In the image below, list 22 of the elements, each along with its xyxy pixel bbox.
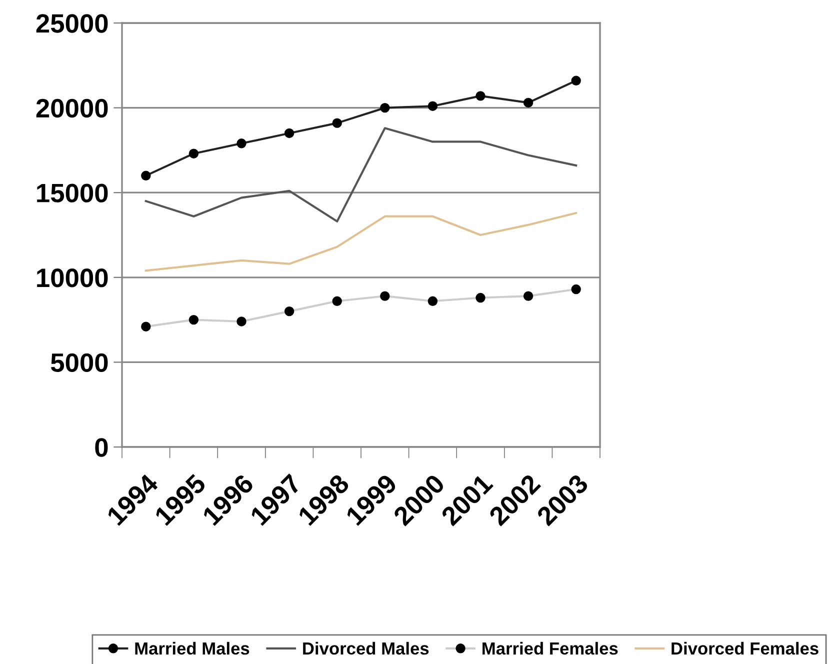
point xyxy=(523,98,534,108)
point xyxy=(141,170,151,180)
y-tick-label: 20000 xyxy=(36,98,108,118)
point xyxy=(284,128,294,138)
y-tick-label: 0 xyxy=(95,438,108,457)
y-tick-label: 15000 xyxy=(37,184,108,202)
legend-label: Divorced Females xyxy=(672,642,818,655)
point xyxy=(188,148,199,158)
line-series xyxy=(144,212,578,272)
y-tick-label: 5000 xyxy=(50,353,108,372)
point xyxy=(571,76,581,86)
legend-label: Divorced Males xyxy=(303,642,429,655)
legend-label: Married Females xyxy=(482,642,618,655)
line-series xyxy=(144,127,578,222)
point xyxy=(380,102,390,113)
point xyxy=(236,138,246,148)
point xyxy=(476,91,486,101)
legend-label: Married Males xyxy=(135,642,250,655)
y-tick-label: 25000 xyxy=(36,14,108,33)
y-tick-label: 10000 xyxy=(37,268,108,288)
point xyxy=(428,101,438,111)
point xyxy=(332,118,342,128)
